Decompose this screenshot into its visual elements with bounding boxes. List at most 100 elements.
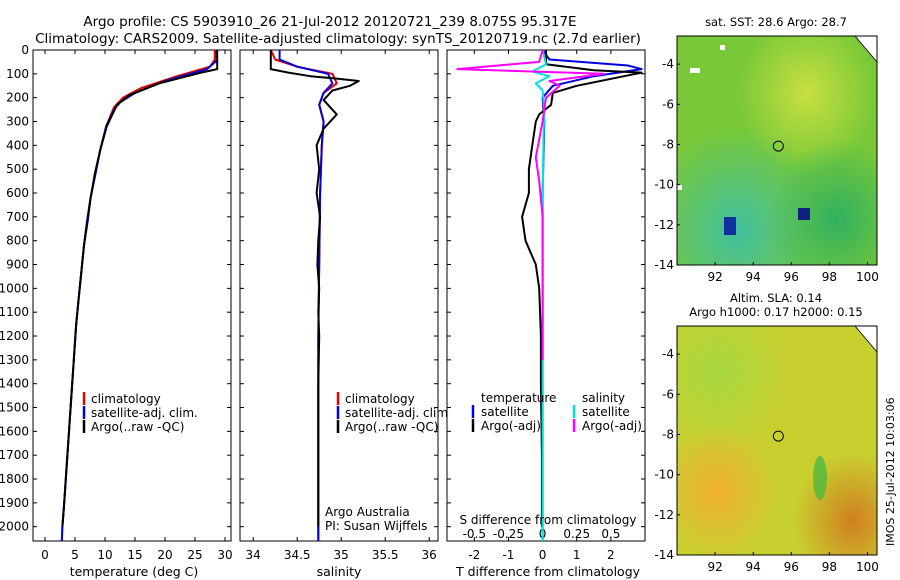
y-tick-label: 1600: [0, 424, 29, 438]
y-tick-label: 1800: [0, 472, 29, 486]
sla-map-trough: [813, 456, 827, 500]
x-tick-label: 15: [127, 548, 142, 562]
legend-title-temperature: temperature: [481, 391, 556, 405]
difference-xlabel-top: S difference from climatology: [460, 513, 637, 527]
x-tick-label: 20: [157, 548, 172, 562]
x-tick-label: 36: [422, 548, 437, 562]
map-y-tick-label: -4: [662, 57, 674, 71]
salinity-axes-frame: [239, 49, 439, 542]
x-tick-label: 10: [97, 548, 112, 562]
sst-map-axes: 92 94 96 98 100 -4 -6 -8 -10 -12 -14: [654, 57, 879, 284]
sla-map-argo-marker: [772, 430, 784, 442]
salinity-y-axis: [240, 49, 438, 528]
x-tick-label: -1: [502, 548, 514, 562]
x-tick-label: 2: [607, 548, 615, 562]
sst-map-frame: [676, 35, 878, 266]
temperature-axes-frame: [32, 49, 232, 542]
x-tick-label: 0: [41, 548, 49, 562]
x-tick-label: 25: [187, 548, 202, 562]
x-tick-label: 35: [334, 548, 349, 562]
sla-map-panel: Altim. SLA: 0.14 Argo h1000: 0.17 h2000:…: [654, 291, 879, 574]
x-tick-label: 30: [217, 548, 232, 562]
x-tick-label: 34: [246, 548, 261, 562]
difference-x-axis: -2 -1 0 1 2: [468, 50, 615, 562]
difference-y-axis: [447, 49, 645, 528]
difference-xlabel: T difference from climatology: [455, 564, 641, 579]
map-x-tick-label: 92: [707, 560, 722, 574]
y-tick-label: 1200: [0, 329, 29, 343]
legend-label-argo: Argo(..raw -QC): [345, 420, 438, 434]
figure-title-line2: Climatology: CARS2009. Satellite-adjuste…: [35, 31, 641, 47]
map-y-tick-label: -12: [654, 508, 674, 522]
map-y-tick-label: -8: [662, 137, 674, 151]
temperature-panel: 0100200300400500600700800900100011001200…: [0, 43, 233, 579]
series-argo-raw-qc: [61, 50, 219, 527]
temperature-xlabel: temperature (deg C): [70, 564, 199, 579]
y-tick-label: 900: [6, 258, 29, 272]
x-tick-label: -2: [468, 548, 480, 562]
x-tick-label: 5: [71, 548, 79, 562]
s-tick-label: -0.25: [493, 527, 524, 541]
y-tick-label: 300: [6, 115, 29, 129]
map-x-tick-label: 100: [856, 560, 879, 574]
salinity-xlabel: salinity: [317, 564, 362, 579]
sla-map-frame: [676, 325, 878, 556]
legend-label-satellite: satellite-adj. clim.: [345, 406, 452, 420]
map-y-tick-label: -10: [654, 178, 674, 192]
series-salinity-argo-adj: [456, 50, 605, 360]
difference-series: [456, 50, 643, 541]
credit-timestamp: IMOS 25-Jul-2012 10:03:06: [884, 397, 897, 546]
salinity-series: [269, 50, 360, 541]
sst-map-argo-marker: [772, 140, 784, 152]
sla-map-axes: 92 94 96 98 100 -4 -6 -8 -10 -12 -14: [654, 347, 879, 574]
map-x-tick-label: 94: [746, 270, 761, 284]
map-x-tick-label: 98: [822, 270, 837, 284]
y-tick-label: 1000: [0, 281, 29, 295]
difference-axes-frame: [446, 49, 646, 542]
y-tick-label: 2000: [0, 520, 29, 534]
x-tick-label: 35.5: [372, 548, 399, 562]
temperature-series: [60, 50, 219, 541]
map-x-tick-label: 96: [784, 560, 799, 574]
y-tick-label: 500: [6, 162, 29, 176]
y-tick-label: 1300: [0, 353, 29, 367]
map-x-tick-label: 92: [707, 270, 722, 284]
figure-title-line1: Argo profile: CS 5903910_26 21-Jul-2012 …: [83, 14, 576, 30]
y-tick-label: 400: [6, 138, 29, 152]
legend-label-sal-satellite: satellite: [582, 405, 630, 419]
map-x-tick-label: 94: [746, 560, 761, 574]
x-tick-label: 34.5: [284, 548, 311, 562]
s-tick-label: -0.5: [463, 527, 486, 541]
y-tick-label: 1900: [0, 496, 29, 510]
sst-map-cloud-mask-1: [690, 68, 700, 73]
sst-map-cold-cell-2: [798, 208, 810, 220]
x-tick-label: 1: [573, 548, 581, 562]
legend-title-salinity: salinity: [582, 391, 625, 405]
y-tick-label: 1500: [0, 401, 29, 415]
salinity-x-axis: 34 34.5 35 35.5 36: [246, 50, 437, 562]
map-y-tick-label: -10: [654, 468, 674, 482]
temperature-y-axis: 0 100 200 300 400 500 600 700 800 900 1000 1100 1200…: [0, 43, 231, 534]
series-temperature-argo-adj: [521, 50, 643, 527]
y-tick-label: 1100: [0, 305, 29, 319]
map-y-tick-label: -6: [662, 387, 674, 401]
y-tick-label: 600: [6, 186, 29, 200]
map-y-tick-label: -6: [662, 97, 674, 111]
sst-map-cold-cell-1: [724, 217, 736, 235]
sst-map-cloud-mask-2: [720, 45, 725, 50]
y-tick-label: 0: [21, 43, 29, 57]
difference-panel: -2 -1 0 1 2 -0.5 -0.25 0 0.25 0.5 temperature sa…: [446, 49, 646, 579]
map-x-tick-label: 96: [784, 270, 799, 284]
sst-map-cloud-mask-3: [677, 185, 682, 190]
legend-label-temp-satellite: satellite: [481, 405, 529, 419]
legend-label-temp-argo: Argo(-adj): [481, 419, 541, 433]
difference-legend-temperature: temperature satellite Argo(-adj): [471, 391, 556, 433]
map-y-tick-label: -4: [662, 347, 674, 361]
difference-legend-salinity: salinity satellite Argo(-adj): [572, 391, 642, 433]
y-tick-label: 700: [6, 210, 29, 224]
x-tick-label: 0: [539, 548, 547, 562]
temperature-x-axis: 0 5 10 15 20 25 30: [41, 50, 233, 562]
s-tick-label: 0.25: [563, 527, 590, 541]
salinity-annotation-line1: Argo Australia: [325, 505, 410, 519]
